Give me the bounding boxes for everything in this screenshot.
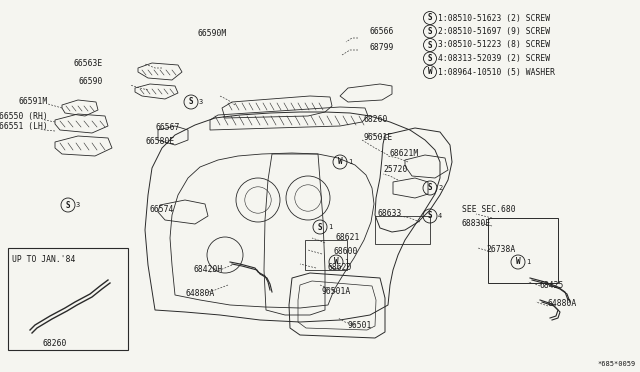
Text: S: S (428, 41, 432, 49)
Text: 3: 3 (199, 99, 204, 105)
Text: W: W (516, 257, 520, 266)
Text: 1:08964-10510 (5) WASHER: 1:08964-10510 (5) WASHER (438, 67, 555, 77)
Text: 66590: 66590 (79, 77, 103, 87)
Text: S: S (428, 212, 432, 221)
Text: S: S (428, 27, 432, 36)
Text: 66563E: 66563E (74, 58, 103, 67)
Text: 68260: 68260 (43, 340, 67, 349)
Text: SEE SEC.680: SEE SEC.680 (462, 205, 516, 215)
Text: 68621: 68621 (335, 234, 360, 243)
Text: 68420H: 68420H (194, 266, 223, 275)
Text: S: S (189, 97, 193, 106)
Text: S: S (66, 201, 70, 209)
Text: 96501E: 96501E (363, 132, 392, 141)
Text: 68260: 68260 (363, 115, 387, 125)
Text: 1: 1 (348, 159, 352, 165)
Text: 68620: 68620 (327, 263, 351, 272)
Text: 2: 2 (438, 185, 442, 191)
Text: 68600: 68600 (333, 247, 357, 257)
Text: S: S (317, 222, 323, 231)
Text: 68621M: 68621M (390, 148, 419, 157)
Text: 64880A: 64880A (185, 289, 214, 298)
Text: 68425: 68425 (540, 280, 564, 289)
Text: S: S (428, 13, 432, 22)
Text: 66591M: 66591M (19, 97, 48, 106)
Text: 3:08510-51223 (8) SCREW: 3:08510-51223 (8) SCREW (438, 41, 550, 49)
Text: 3: 3 (76, 202, 80, 208)
Text: W: W (338, 157, 342, 167)
Text: 66580E: 66580E (145, 137, 174, 145)
Text: 4: 4 (438, 213, 442, 219)
Text: 1: 1 (526, 259, 531, 265)
Text: 66551 (LH): 66551 (LH) (0, 122, 48, 131)
Text: UP TO JAN.'84: UP TO JAN.'84 (12, 255, 76, 264)
Text: 25720: 25720 (383, 166, 408, 174)
Text: 4:08313-52039 (2) SCREW: 4:08313-52039 (2) SCREW (438, 54, 550, 63)
Text: S: S (428, 183, 432, 192)
Text: 1: 1 (344, 259, 348, 265)
Text: 66567: 66567 (155, 122, 179, 131)
Text: 64880A: 64880A (548, 299, 577, 308)
Text: W: W (428, 67, 432, 77)
Text: 96501: 96501 (348, 321, 372, 330)
Text: 66566: 66566 (370, 28, 394, 36)
Text: 66590M: 66590M (197, 29, 227, 38)
Text: 1: 1 (328, 224, 332, 230)
Text: S: S (428, 54, 432, 63)
Text: W: W (333, 257, 339, 266)
Text: 66574: 66574 (150, 205, 174, 215)
Text: *685*0059: *685*0059 (598, 361, 636, 367)
Text: 68830E: 68830E (462, 219, 492, 228)
Text: 26738A: 26738A (486, 244, 515, 253)
Text: 2:08510-51697 (9) SCREW: 2:08510-51697 (9) SCREW (438, 27, 550, 36)
Text: 68633: 68633 (378, 208, 403, 218)
Text: 66550 (RH): 66550 (RH) (0, 112, 48, 121)
Text: 68799: 68799 (370, 44, 394, 52)
Text: 1:08510-51623 (2) SCREW: 1:08510-51623 (2) SCREW (438, 13, 550, 22)
Text: 96501A: 96501A (321, 286, 351, 295)
